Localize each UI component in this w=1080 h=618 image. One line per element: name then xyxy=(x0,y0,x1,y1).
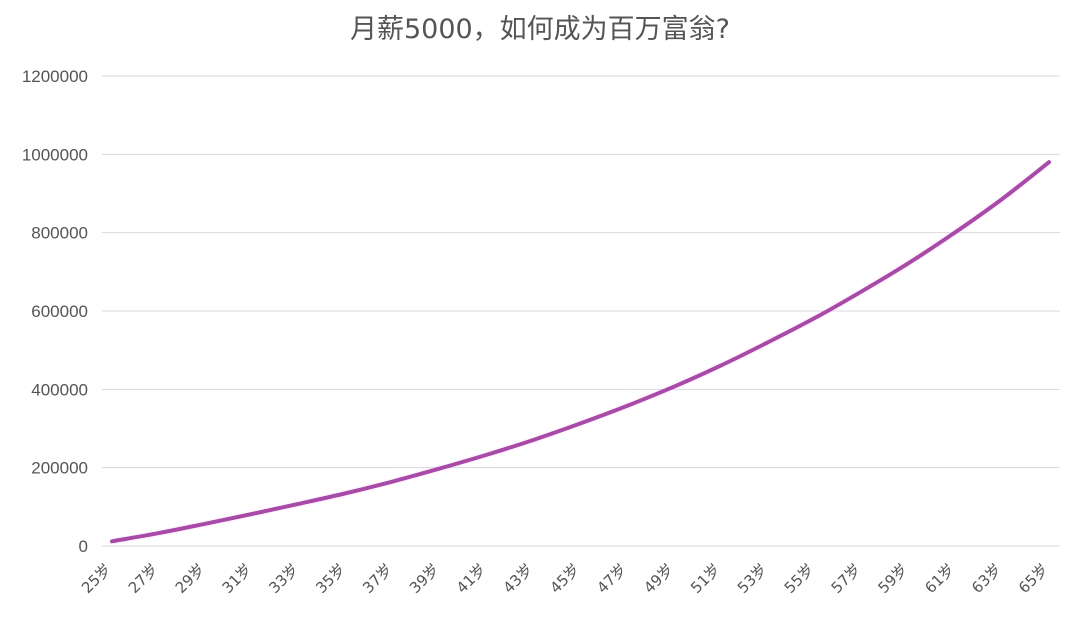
x-tick-label: 53岁 xyxy=(734,560,771,597)
y-tick-label: 0 xyxy=(79,537,88,556)
y-tick-label: 400000 xyxy=(31,380,88,399)
x-tick-label: 27岁 xyxy=(125,560,162,597)
y-tick-label: 1200000 xyxy=(22,67,88,86)
x-tick-label: 41岁 xyxy=(453,560,490,597)
x-axis-ticks: 25岁 27岁 29岁 31岁 33岁 35岁 37岁 39岁 41岁 43岁 45岁 47岁 49岁 5… xyxy=(78,560,1052,597)
x-tick-label: 35岁 xyxy=(312,560,349,597)
series-layer xyxy=(110,160,1051,544)
x-tick-label: 57岁 xyxy=(828,560,865,597)
x-tick-label: 63岁 xyxy=(968,560,1005,597)
y-axis-ticks: 0 200000 400000 600000 800000 1000000 1200000 xyxy=(22,67,88,556)
x-tick-label: 31岁 xyxy=(219,560,256,597)
x-tick-label: 49岁 xyxy=(640,560,677,597)
y-tick-label: 600000 xyxy=(31,302,88,321)
x-tick-label: 47岁 xyxy=(593,560,630,597)
x-tick-label: 37岁 xyxy=(359,560,396,597)
y-tick-label: 200000 xyxy=(31,459,88,478)
x-tick-label: 51岁 xyxy=(687,560,724,597)
chart-title: 月薪5000，如何成为百万富翁? xyxy=(350,14,730,45)
y-tick-label: 800000 xyxy=(31,224,88,243)
y-tick-label: 1000000 xyxy=(22,145,88,164)
x-tick-label: 33岁 xyxy=(265,560,302,597)
x-tick-label: 61岁 xyxy=(921,560,958,597)
x-tick-label: 43岁 xyxy=(500,560,537,597)
series-line xyxy=(110,160,1051,544)
x-tick-label: 29岁 xyxy=(172,560,209,597)
x-tick-label: 55岁 xyxy=(781,560,818,597)
gridlines xyxy=(102,75,1060,547)
x-tick-label: 59岁 xyxy=(874,560,911,597)
x-tick-label: 65岁 xyxy=(1015,560,1052,597)
x-tick-label: 45岁 xyxy=(546,560,583,597)
x-tick-label: 25岁 xyxy=(78,560,115,597)
x-tick-label: 39岁 xyxy=(406,560,443,597)
